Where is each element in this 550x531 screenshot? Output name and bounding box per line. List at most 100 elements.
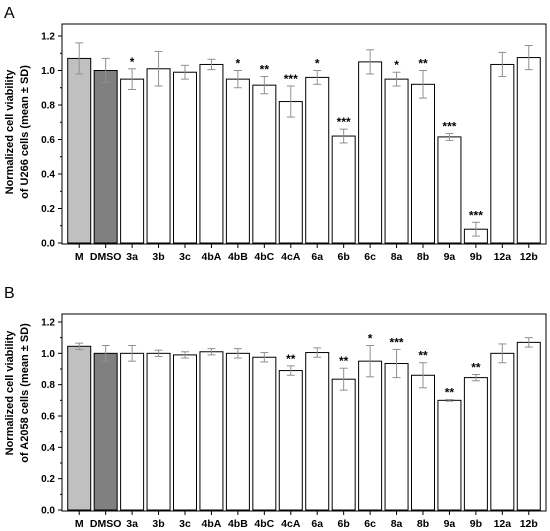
bar-DMSO [93, 70, 118, 244]
bar-M [67, 345, 92, 511]
x-tick-label: 6c [364, 251, 376, 263]
x-tick-label: 3c [179, 518, 191, 530]
x-tick-label: 4bC [254, 518, 274, 530]
significance-label: * [315, 57, 320, 71]
y-tick-label: 0.6 [41, 135, 55, 146]
bar-6c [358, 360, 383, 511]
x-tick-label: 3b [152, 251, 164, 263]
bar-3a [120, 78, 145, 244]
x-tick-label: 9b [470, 518, 482, 530]
significance-label: ** [260, 63, 270, 77]
x-tick-label: 12a [494, 518, 512, 530]
x-tick-label: 3c [179, 251, 191, 263]
bar-6b [331, 378, 356, 511]
x-tick-label: 3a [126, 518, 138, 530]
x-tick-label: 4bA [202, 518, 222, 530]
bar-4bC [252, 356, 277, 511]
significance-label: ** [445, 386, 455, 400]
x-tick-label: 9a [444, 251, 456, 263]
x-tick-label: 8a [391, 518, 403, 530]
bar-6b [331, 135, 356, 244]
significance-label: * [236, 57, 241, 71]
plot-frame [61, 23, 547, 245]
bar-6a [305, 76, 330, 244]
significance-label: * [368, 332, 373, 346]
x-tick-label: 6a [311, 251, 323, 263]
significance-label: * [394, 58, 399, 72]
panel-b: B Normalized cell viability of A2058 cel… [4, 285, 547, 530]
y-tick-label: 0.8 [41, 380, 55, 391]
chart-marks: 0.0 0.2 0.4 0.6 0.8 1.0 1.2 M DMSO * 3a 3b 3c 4bA * 4bB… [41, 32, 541, 263]
x-tick-label: 3a [126, 251, 138, 263]
y-tick-label: 0.0 [41, 506, 55, 517]
y-tick-label: 1.0 [41, 349, 55, 360]
panel-label: B [4, 285, 15, 302]
x-tick-label: 6a [311, 518, 323, 530]
bar-12a [490, 63, 515, 244]
x-tick-label: 12b [520, 251, 538, 263]
significance-label: ** [471, 360, 481, 374]
significance-label: ** [418, 349, 428, 363]
bar-4bA [199, 63, 224, 244]
x-tick-label: 12a [494, 251, 512, 263]
significance-label: *** [469, 208, 483, 222]
x-tick-label: 8b [417, 518, 429, 530]
bar-4bA [199, 351, 224, 511]
y-axis-label-line2: of A2058 cells (mean ± SD) [19, 323, 31, 463]
bar-4cA [278, 370, 303, 511]
bar-9a [437, 136, 462, 244]
bar-8b [411, 374, 435, 511]
y-axis-label-line2: of U266 cells (mean ± SD) [19, 65, 31, 199]
bar-DMSO [93, 352, 118, 511]
bar-3b [146, 352, 171, 511]
x-tick-label: DMSO [90, 251, 122, 263]
bar-12b [516, 341, 541, 511]
bar-9a [437, 399, 462, 511]
y-axis-label-line1: Normalized cell viability [4, 69, 16, 195]
bar-3b [146, 68, 171, 244]
bar-12b [516, 57, 541, 244]
y-tick-label: 0.4 [41, 170, 55, 181]
bar-4bC [252, 84, 277, 244]
x-tick-label: DMSO [90, 518, 122, 530]
x-tick-label: 6b [338, 251, 350, 263]
x-tick-label: 4bC [254, 251, 274, 263]
x-tick-label: 4cA [281, 518, 301, 530]
x-tick-label: M [75, 518, 84, 530]
significance-label: *** [442, 119, 456, 133]
bar-8b [411, 83, 435, 244]
bar-3c [173, 354, 197, 511]
significance-label: ** [286, 352, 296, 366]
bar-4bB [225, 78, 250, 244]
bar-4cA [278, 101, 303, 244]
bar-4bB [225, 352, 250, 511]
bar-8a [384, 78, 409, 244]
significance-label: ** [418, 57, 428, 71]
x-tick-label: 8b [417, 251, 429, 263]
x-tick-label: 4bB [228, 518, 248, 530]
x-tick-label: M [75, 251, 84, 263]
bar-12a [490, 352, 515, 511]
y-tick-label: 1.2 [41, 318, 55, 329]
bar-6a [305, 352, 330, 511]
x-tick-label: 3b [152, 518, 164, 530]
x-tick-label: 4bB [228, 251, 248, 263]
significance-label: * [130, 55, 135, 69]
bar-8a [384, 363, 409, 511]
y-tick-label: 0.6 [41, 412, 55, 423]
y-tick-label: 0.0 [41, 239, 55, 250]
x-tick-label: 12b [520, 518, 538, 530]
y-tick-label: 0.2 [41, 474, 55, 485]
y-tick-label: 0.4 [41, 443, 55, 454]
bar-3a [120, 352, 145, 511]
x-tick-label: 6c [364, 518, 376, 530]
y-tick-label: 1.2 [41, 32, 55, 43]
y-tick-label: 0.2 [41, 204, 55, 215]
significance-label: *** [390, 335, 404, 349]
panel-label: A [4, 5, 15, 22]
x-tick-label: 4bA [202, 251, 222, 263]
bar-9b [463, 377, 488, 511]
significance-label: ** [339, 354, 349, 368]
y-tick-label: 0.8 [41, 101, 55, 112]
